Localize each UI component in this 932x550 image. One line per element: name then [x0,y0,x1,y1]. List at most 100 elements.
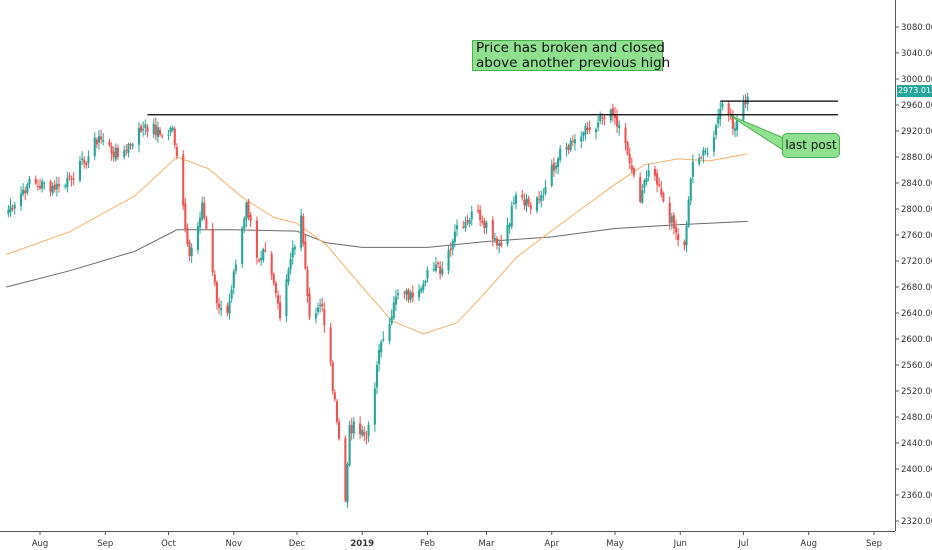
candle-body [700,157,703,159]
x-tick-label: Jul [737,539,748,549]
candle [291,240,294,265]
candle-body [594,129,598,133]
candle-body [173,128,176,146]
candle-body [114,147,117,160]
candle-body [495,238,499,246]
candle-body [466,219,469,223]
candle [729,108,732,120]
candle [363,426,366,442]
candle [306,266,309,303]
candle [611,103,614,122]
candle [316,302,320,316]
candle-body [656,173,659,185]
candle-body [719,108,722,120]
candle-body [333,392,336,400]
candle [314,307,317,324]
candle-body [603,117,606,120]
candle-body [439,266,442,275]
candle [390,309,393,326]
candle [158,126,162,137]
candle [510,201,513,230]
candle-body [304,241,307,269]
candle [704,147,707,155]
candle-body [527,198,530,204]
last-post-callout: last post [782,133,840,158]
candle [217,297,221,314]
candle-body [331,362,334,392]
candle [41,178,44,193]
y-tick-label: 2960.00 [901,101,932,111]
candle [552,157,555,177]
candle-body [689,178,692,201]
candle [378,343,381,372]
candle [348,420,351,467]
y-tick-label: 2720.00 [901,257,932,267]
candle [382,331,385,343]
candle [350,418,353,441]
candle-body [38,185,42,189]
candle-body [714,125,718,136]
candle-body [367,425,370,437]
candle [580,131,583,149]
candle-body [201,202,204,220]
candle [26,182,29,196]
candle-body [512,202,515,204]
candle [81,151,84,166]
candle [57,176,61,193]
candle-body [407,289,410,301]
candle [407,288,410,303]
candle [613,106,617,125]
candle [116,144,119,160]
candle-body [196,226,200,250]
candle-body [390,316,393,324]
candle-body [85,163,88,166]
candle-body [102,140,105,142]
candle-body [140,126,143,132]
candle [137,122,141,153]
candle [335,398,339,425]
candle-body [234,264,237,271]
candle-body [630,165,633,171]
candle [272,272,275,286]
candle-body [26,184,29,193]
candle [588,120,591,134]
candle-body [41,181,44,189]
candle [616,109,619,133]
candle [670,212,673,230]
candle-body [213,274,216,283]
candle [270,250,273,280]
candle [234,259,237,275]
candle-body [81,158,84,160]
candle [405,288,408,302]
candle [687,196,690,229]
candle-body [468,219,471,225]
candle [540,190,543,208]
candle-body [287,269,290,283]
candle [483,217,486,235]
candle-body [228,300,231,314]
candle-body [508,223,511,228]
candle [304,233,307,270]
candle-body [171,127,174,131]
candle-body [321,303,324,307]
candle [93,132,96,161]
candle-body [220,308,223,310]
candle-body [205,218,208,229]
candle [110,142,113,161]
candle-body [100,136,103,140]
candle-body [687,199,690,227]
candle-body [97,136,101,143]
candle-body [344,437,347,501]
candle-body [535,197,539,211]
candle-body [49,181,52,192]
candle [658,177,661,188]
candle-body [403,292,406,294]
candle-body [449,248,452,251]
candle-body [125,149,128,151]
candle-body [190,247,193,257]
annotation-line-1: Price has broken and closed [476,40,665,56]
candle [279,295,282,322]
candle-body [51,185,54,193]
candle [436,261,440,269]
